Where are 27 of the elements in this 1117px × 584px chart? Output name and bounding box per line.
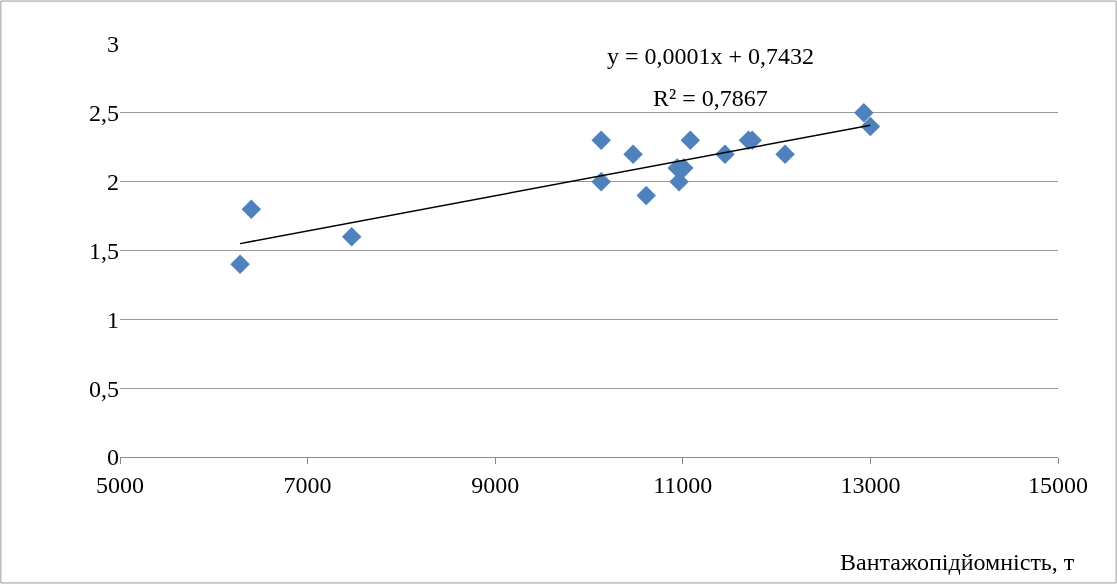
x-tick-label: 9000 <box>471 471 520 498</box>
point <box>669 171 689 192</box>
y-tick-label: 2 <box>107 169 119 196</box>
y-tick-label: 0 <box>107 444 119 471</box>
x-tick-label: 13000 <box>840 471 901 498</box>
point <box>591 171 611 192</box>
point <box>230 254 250 275</box>
x-tick-label: 5000 <box>96 471 144 498</box>
x-tick-label: 11000 <box>653 471 713 498</box>
y-tick-label: 3 <box>107 31 119 58</box>
point <box>241 199 262 219</box>
y-tick-label: 1,5 <box>89 237 119 264</box>
x-axis-title: Вантажопідйомність, т <box>840 549 1075 575</box>
point <box>591 130 611 151</box>
annotation: y = 0,0001x + 0,7432 <box>607 43 815 69</box>
annotation: R² = 0,7867 <box>653 85 768 111</box>
y-tick-label: 0,5 <box>89 375 119 402</box>
point <box>636 185 656 206</box>
y-tick-label: 2,5 <box>89 100 119 127</box>
point <box>680 130 701 151</box>
x-tick-label: 7000 <box>283 471 332 498</box>
point <box>341 226 362 247</box>
point <box>854 103 874 123</box>
x-tick-label: 15000 <box>1028 471 1088 498</box>
y-tick-label: 1 <box>107 306 119 333</box>
point <box>775 144 795 164</box>
point <box>623 144 643 164</box>
